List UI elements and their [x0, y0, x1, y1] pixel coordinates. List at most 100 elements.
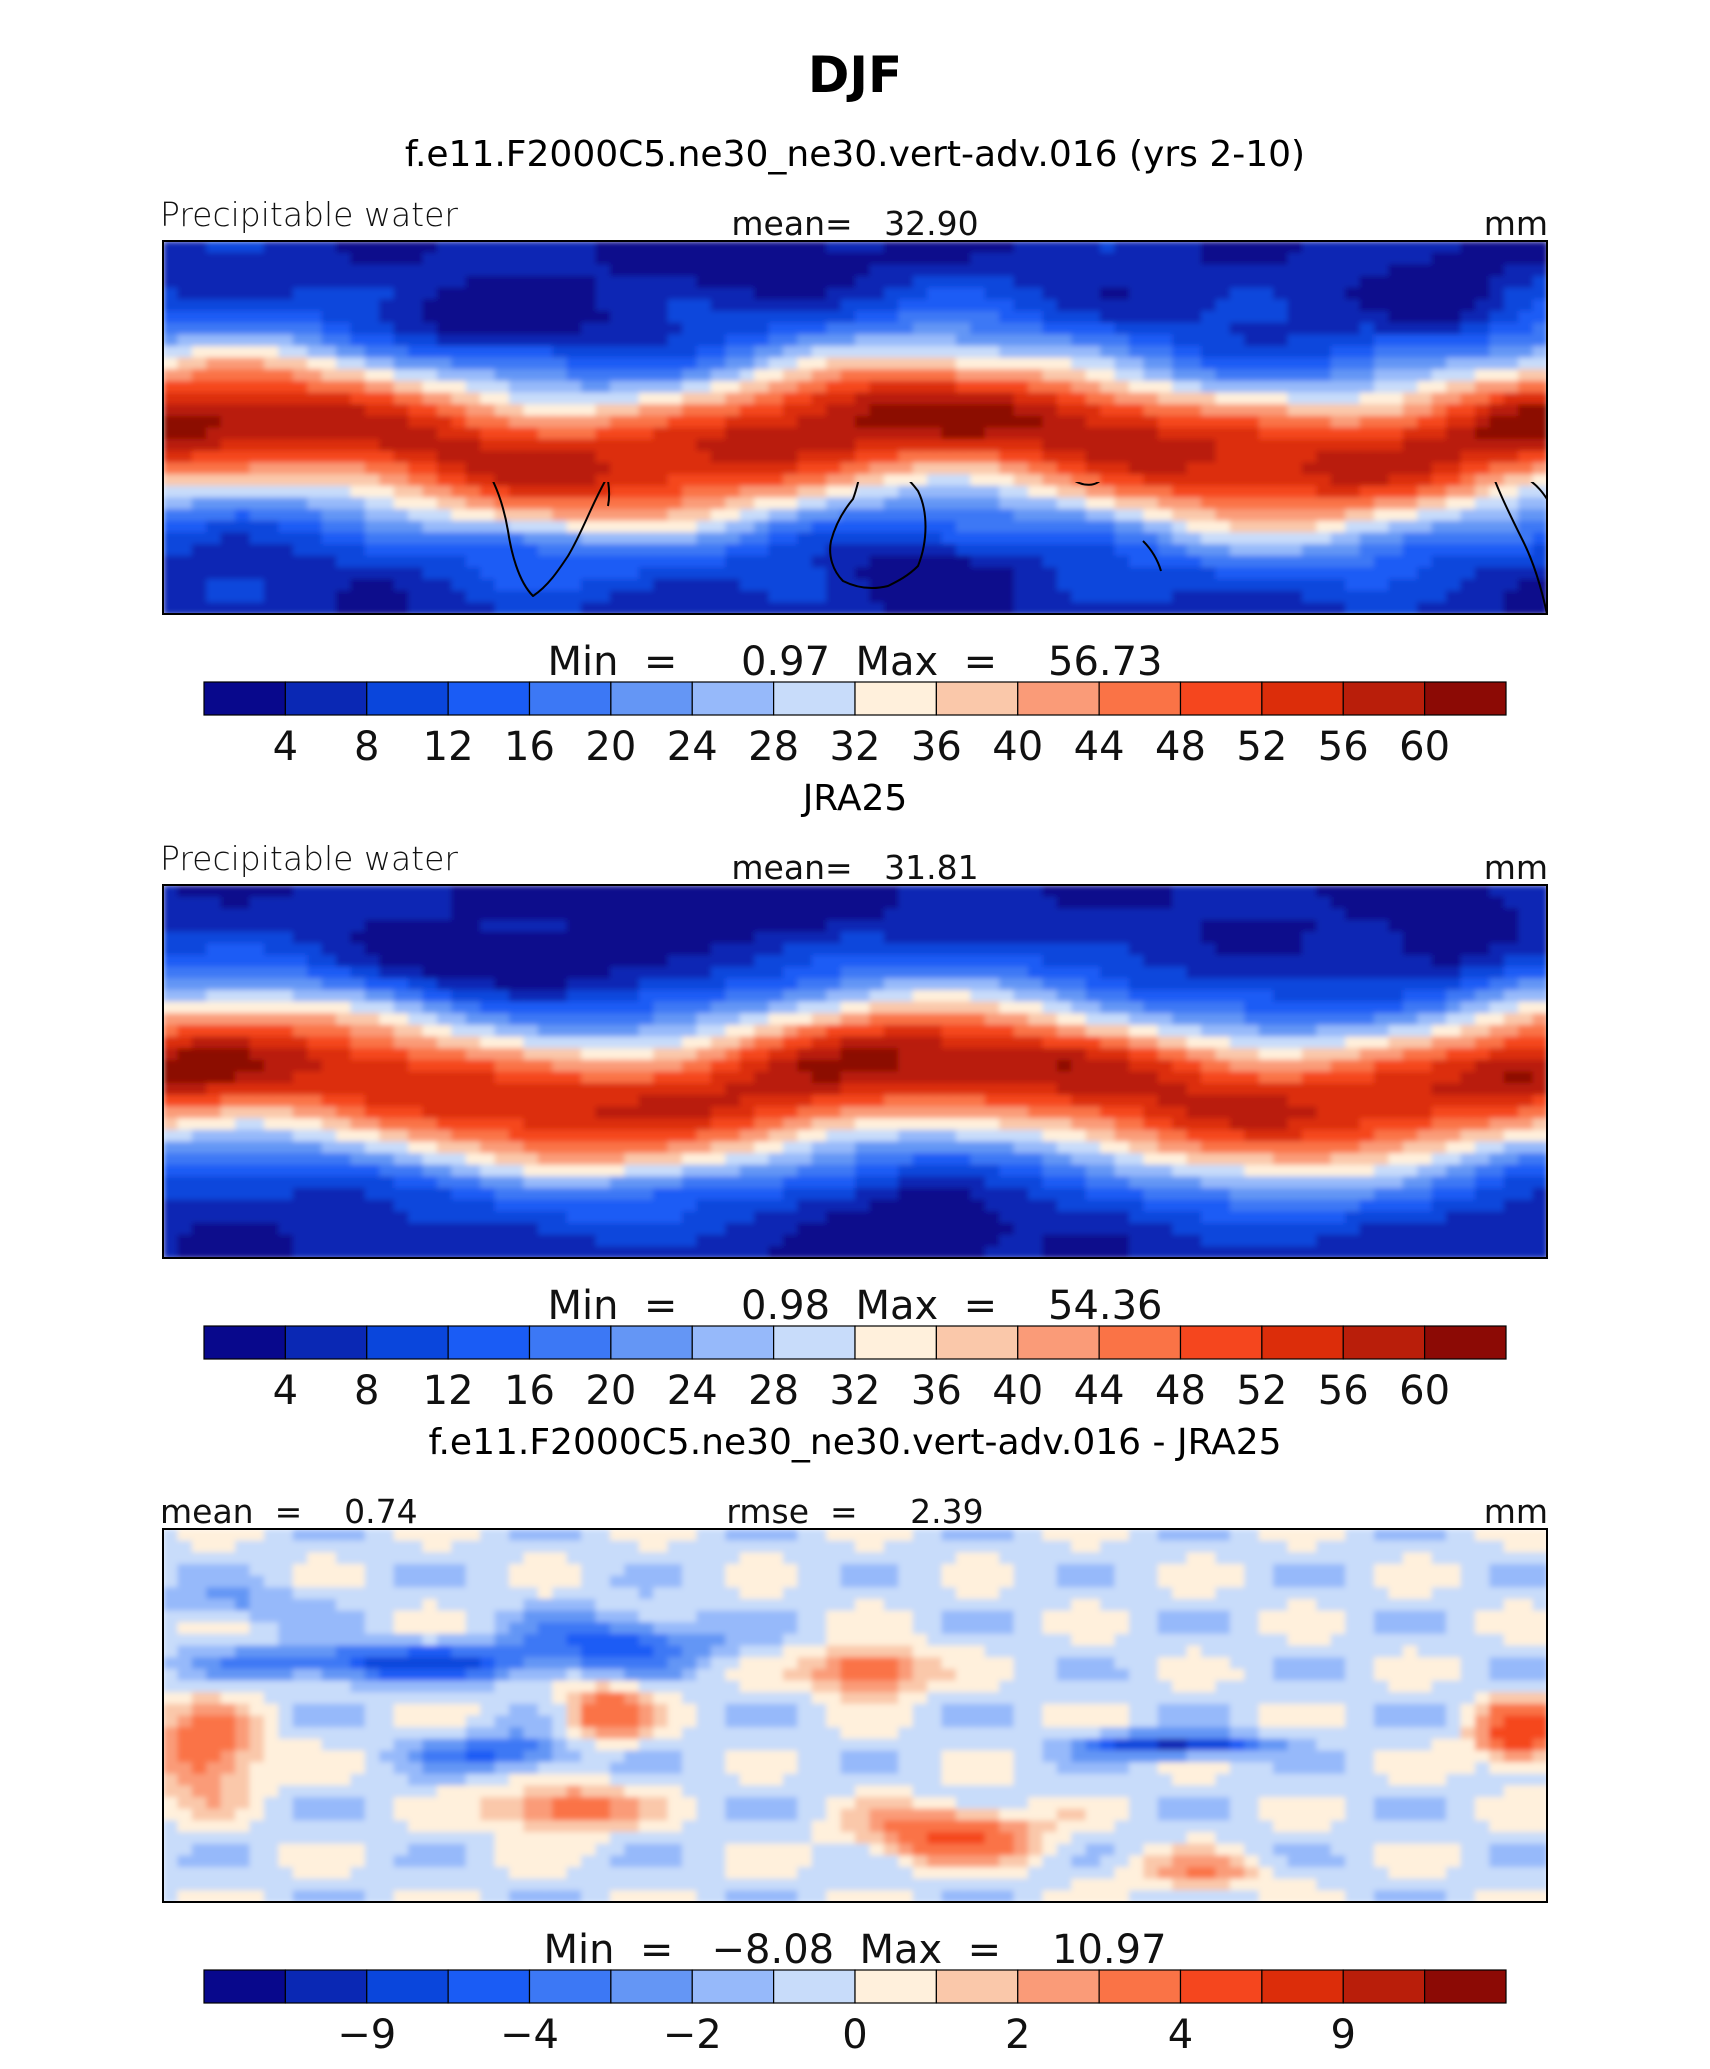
colorbar-swatch — [936, 682, 1017, 715]
colorbar-swatch — [692, 1970, 773, 2003]
min-max-label: Min = −8.08 Max = 10.97 — [543, 1927, 1166, 1973]
colorbar-tick-label: −9 — [337, 2012, 396, 2058]
colorbar-swatch — [1343, 1970, 1424, 2003]
colorbar-tick-label: 32 — [830, 724, 881, 770]
colorbar-tick-label: 4 — [273, 1368, 298, 1414]
colorbar-swatch — [611, 682, 692, 715]
min-max-label: Min = 0.97 Max = 56.73 — [548, 639, 1163, 685]
colorbar-tick-label: 52 — [1236, 1368, 1287, 1414]
colorbar-swatch — [1099, 682, 1180, 715]
colorbar-tick-label: 28 — [748, 724, 799, 770]
colorbar-swatch — [204, 682, 285, 715]
colorbar-swatch — [285, 1970, 366, 2003]
colorbar-swatch — [611, 1326, 692, 1359]
colorbar-tick-label: 12 — [423, 1368, 474, 1414]
colorbar-tick-label: 36 — [911, 1368, 962, 1414]
colorbar-swatch — [530, 1970, 611, 2003]
colorbar-tick-label: 44 — [1074, 1368, 1125, 1414]
units-label: mm — [1484, 204, 1548, 243]
variable-label: Precipitable water — [160, 195, 458, 234]
colorbar-swatch — [530, 1326, 611, 1359]
colorbar: −9 −4 −2 0 2 4 9 — [204, 1970, 1506, 2058]
colorbar-tick-label: −4 — [500, 2012, 559, 2058]
mean-label: mean= 31.81 — [731, 848, 978, 887]
colorbar-swatch — [1018, 1326, 1099, 1359]
figure-title: DJF — [808, 46, 902, 104]
colorbar-tick-label: 60 — [1399, 1368, 1450, 1414]
variable-label: Precipitable water — [160, 839, 458, 878]
colorbar-swatch — [1181, 1326, 1262, 1359]
colorbar-tick-label: 16 — [504, 724, 555, 770]
colorbar-swatch — [1262, 682, 1343, 715]
colorbar-swatch — [285, 1326, 366, 1359]
colorbar-tick-label: 52 — [1236, 724, 1287, 770]
colorbar-tick-label: −2 — [663, 2012, 722, 2058]
colorbar-swatch — [1343, 682, 1424, 715]
panel-diff: f.e11.F2000C5.ne30_ne30.vert-adv.016 - J… — [160, 1422, 1548, 2058]
colorbar-tick-label: 0 — [842, 2012, 867, 2058]
colorbar-tick-label: 60 — [1399, 724, 1450, 770]
colorbar-tick-label: 48 — [1155, 724, 1206, 770]
colorbar-swatch — [448, 1970, 529, 2003]
colorbar-tick-label: 2 — [1005, 2012, 1030, 2058]
colorbar-tick-label: 9 — [1331, 2012, 1356, 2058]
colorbar-tick-label: 24 — [667, 724, 718, 770]
colorbar-swatch — [285, 682, 366, 715]
colorbar-tick-label: 40 — [992, 1368, 1043, 1414]
colorbar-swatch — [1343, 1326, 1424, 1359]
units-label: mm — [1484, 1492, 1548, 1531]
colorbar-tick-label: 20 — [585, 724, 636, 770]
colorbar-swatch — [367, 1970, 448, 2003]
colorbar-tick-label: 8 — [354, 1368, 379, 1414]
colorbar-swatch — [204, 1970, 285, 2003]
colorbar-swatch — [448, 682, 529, 715]
colorbar-swatch — [1262, 1970, 1343, 2003]
panel-title: f.e11.F2000C5.ne30_ne30.vert-adv.016 - J… — [428, 1422, 1281, 1463]
colorbar-tick-label: 32 — [830, 1368, 881, 1414]
colorbar-tick-label: 4 — [273, 724, 298, 770]
mean-diff-label: mean = 0.74 — [160, 1492, 418, 1531]
colorbar-swatch — [611, 1970, 692, 2003]
colorbar-swatch — [1018, 682, 1099, 715]
colorbar-swatch — [530, 682, 611, 715]
colorbar-swatch — [774, 1326, 855, 1359]
colorbar-tick-label: 4 — [1168, 2012, 1193, 2058]
map-field — [163, 885, 1548, 1259]
panel-title: JRA25 — [801, 778, 908, 819]
min-max-label: Min = 0.98 Max = 54.36 — [548, 1283, 1163, 1329]
colorbar-swatch — [1181, 682, 1262, 715]
colorbar-tick-label: 48 — [1155, 1368, 1206, 1414]
mean-label: mean= 32.90 — [731, 204, 978, 243]
colorbar-swatch — [855, 1970, 936, 2003]
map-field — [163, 241, 1548, 615]
colorbar-swatch — [692, 682, 773, 715]
colorbar-swatch — [448, 1326, 529, 1359]
colorbar-swatch — [204, 1326, 285, 1359]
colorbar-swatch — [1099, 1970, 1180, 2003]
colorbar-swatch — [1018, 1970, 1099, 2003]
colorbar-tick-label: 44 — [1074, 724, 1125, 770]
colorbar-swatch — [936, 1326, 1017, 1359]
colorbar-swatch — [1425, 1970, 1506, 2003]
colorbar-tick-label: 56 — [1318, 724, 1369, 770]
colorbar-tick-label: 24 — [667, 1368, 718, 1414]
colorbar-swatch — [936, 1970, 1017, 2003]
panel-title: f.e11.F2000C5.ne30_ne30.vert-adv.016 (yr… — [405, 134, 1305, 175]
units-label: mm — [1484, 848, 1548, 887]
colorbar-tick-label: 36 — [911, 724, 962, 770]
colorbar-swatch — [774, 1970, 855, 2003]
colorbar-tick-label: 28 — [748, 1368, 799, 1414]
colorbar-swatch — [1262, 1326, 1343, 1359]
colorbar-tick-label: 16 — [504, 1368, 555, 1414]
colorbar-swatch — [855, 682, 936, 715]
colorbar-tick-label: 8 — [354, 724, 379, 770]
colorbar-tick-label: 40 — [992, 724, 1043, 770]
colorbar-swatch — [692, 1326, 773, 1359]
colorbar-tick-label: 12 — [423, 724, 474, 770]
colorbar-tick-label: 56 — [1318, 1368, 1369, 1414]
colorbar-swatch — [367, 682, 448, 715]
colorbar-swatch — [1181, 1970, 1262, 2003]
colorbar-swatch — [1425, 682, 1506, 715]
